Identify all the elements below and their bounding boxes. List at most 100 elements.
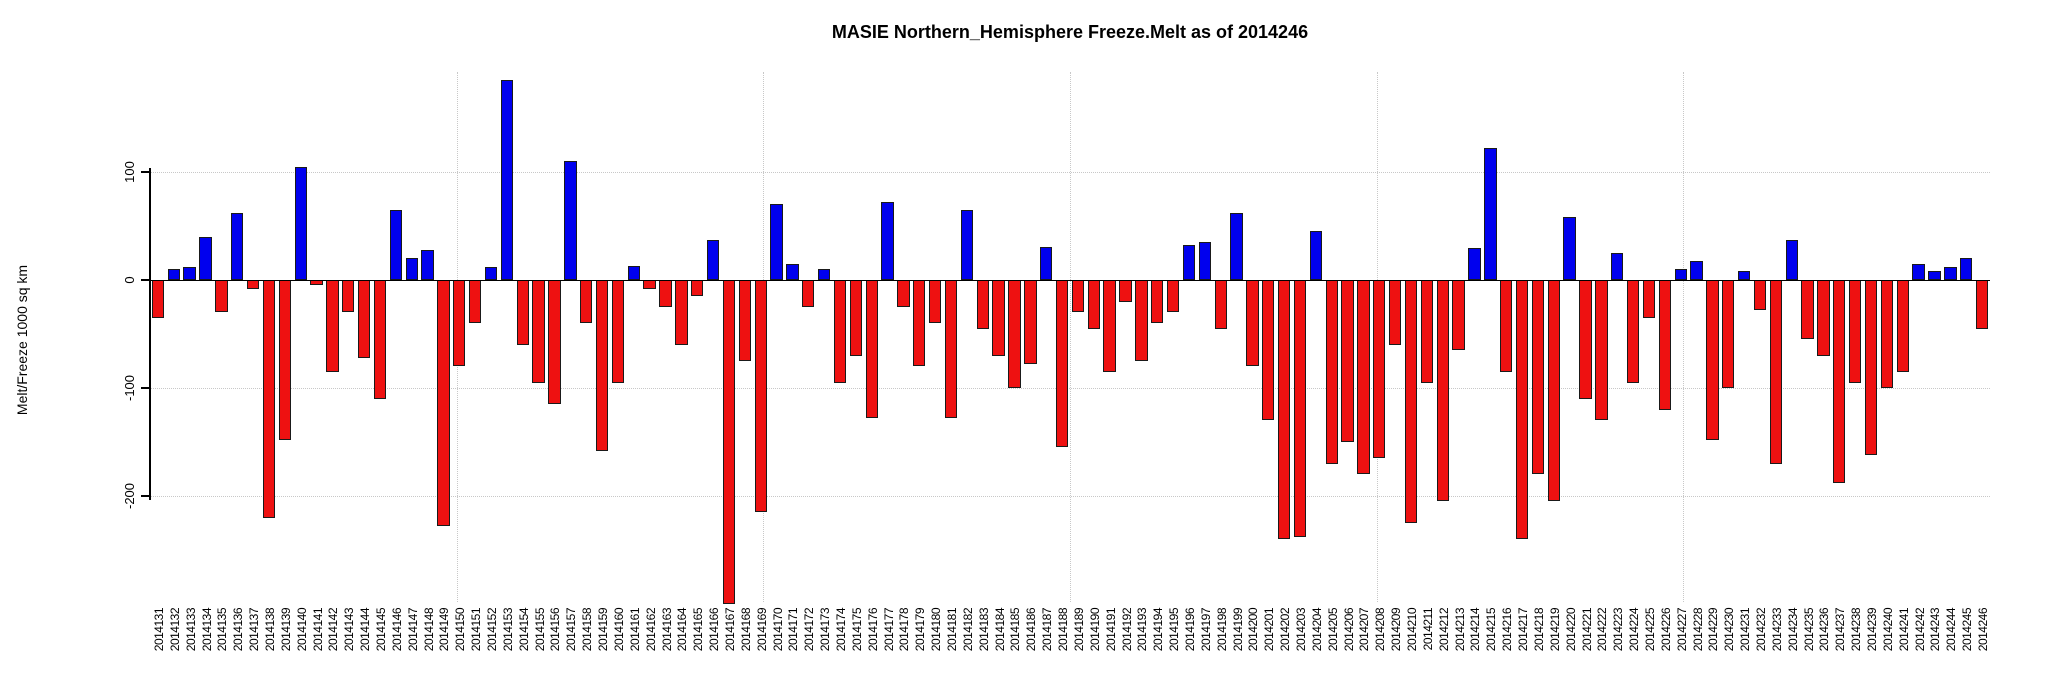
- x-tick-label: 2014233: [1769, 608, 1784, 652]
- x-tick-label: 2014134: [199, 608, 214, 652]
- x-tick-label: 2014240: [1880, 608, 1895, 652]
- bar: [389, 209, 403, 280]
- bar: [1262, 280, 1275, 421]
- x-tick-label: 2014182: [960, 608, 975, 652]
- bar: [1642, 280, 1656, 318]
- x-tick-label: 2014187: [1040, 608, 1055, 652]
- x-tick-label: 2014148: [421, 608, 436, 652]
- bar: [1119, 280, 1132, 302]
- x-tick-label: 2014196: [1182, 608, 1197, 652]
- bar: [1309, 231, 1323, 280]
- x-tick-label: 2014153: [500, 608, 515, 652]
- x-tick-label: 2014145: [374, 608, 388, 652]
- x-tick-label: 2014135: [215, 608, 230, 652]
- bar: [913, 280, 926, 367]
- bar: [1833, 280, 1846, 484]
- x-tick-label: 2014163: [659, 608, 674, 652]
- x-tick-label: 2014238: [1849, 608, 1864, 652]
- x-tick-label: 2014151: [469, 608, 484, 652]
- x-tick-label: 2014193: [1135, 608, 1150, 652]
- bar: [1706, 280, 1719, 440]
- x-tick-label: 2014239: [1865, 608, 1880, 652]
- bar: [1071, 280, 1085, 313]
- bar: [548, 280, 561, 405]
- bar: [976, 280, 989, 329]
- x-tick-label: 2014209: [1389, 608, 1404, 652]
- bar: [1388, 280, 1402, 345]
- bar: [722, 280, 736, 604]
- x-tick-label: 2014198: [1214, 608, 1229, 652]
- bar: [1214, 280, 1227, 329]
- x-tick-label: 2014139: [278, 608, 293, 652]
- x-tick-label: 2014168: [738, 608, 753, 652]
- x-tick-label: 2014164: [675, 608, 690, 652]
- x-tick-label: 2014152: [485, 608, 500, 652]
- bar: [1848, 280, 1862, 383]
- x-tick-label: 2014156: [548, 608, 563, 652]
- bar: [691, 280, 704, 297]
- bar: [405, 258, 418, 280]
- x-tick-label: 2014161: [627, 608, 642, 652]
- x-tick-label: 2014235: [1801, 608, 1816, 652]
- bar: [1452, 280, 1465, 351]
- x-tick-label: 2014234: [1785, 608, 1800, 652]
- bar: [1944, 267, 1957, 280]
- x-tick-label: 2014226: [1658, 608, 1673, 652]
- x-tick-label: 2014185: [1008, 608, 1023, 652]
- x-tick-label: 2014184: [992, 608, 1007, 652]
- bar: [1404, 280, 1418, 523]
- bar: [1040, 246, 1053, 280]
- x-tick-label: 2014150: [453, 608, 468, 652]
- x-tick-label: 2014174: [834, 608, 848, 652]
- x-tick-label: 2014162: [643, 608, 658, 652]
- bar: [199, 236, 212, 280]
- bar: [1896, 280, 1909, 372]
- x-tick-label: 2014219: [1547, 608, 1562, 652]
- x-tick-label: 2014223: [1611, 608, 1626, 652]
- x-tick-label: 2014195: [1167, 608, 1182, 652]
- x-tick-label: 2014221: [1579, 608, 1594, 652]
- x-tick-label: 2014186: [1024, 608, 1039, 652]
- x-tick-label: 2014154: [516, 608, 531, 652]
- x-tick-label: 2014140: [294, 608, 309, 652]
- bar: [1055, 280, 1069, 448]
- bar: [1547, 280, 1560, 502]
- y-axis-line: [149, 168, 151, 500]
- bar: [1182, 245, 1196, 280]
- x-tick-label: 2014146: [389, 608, 404, 652]
- x-tick-label: 2014222: [1595, 608, 1610, 652]
- bar: [262, 280, 276, 518]
- x-tick-label: 2014208: [1373, 608, 1388, 652]
- bar: [453, 280, 466, 367]
- bar: [1420, 280, 1434, 383]
- bar: [659, 280, 672, 307]
- bar: [294, 166, 307, 280]
- x-tick-label: 2014203: [1294, 608, 1308, 652]
- bar: [1357, 280, 1370, 475]
- bar: [1373, 280, 1386, 459]
- bar: [1912, 263, 1925, 280]
- bar: [1341, 280, 1354, 442]
- bar: [437, 280, 450, 527]
- x-tick-label: 2014158: [580, 608, 595, 652]
- bar: [1230, 213, 1243, 280]
- x-tick-label: 2014132: [167, 608, 182, 652]
- bar: [484, 267, 498, 280]
- bar: [706, 240, 720, 280]
- x-tick-label: 2014141: [310, 608, 325, 652]
- bar: [1769, 280, 1783, 464]
- bar: [373, 280, 387, 399]
- x-tick-label: 2014213: [1452, 608, 1467, 652]
- bar: [1468, 247, 1481, 280]
- bar: [215, 280, 228, 313]
- x-tick-label: 2014207: [1357, 608, 1372, 652]
- x-tick-label: 2014177: [881, 608, 896, 652]
- bar: [1198, 242, 1211, 280]
- bar: [1531, 280, 1545, 475]
- x-tick-label: 2014165: [691, 608, 706, 652]
- vertical-gridline: [1070, 72, 1071, 602]
- y-tick-mark: [141, 495, 149, 497]
- x-tick-label: 2014199: [1230, 608, 1245, 652]
- bar: [1103, 280, 1116, 372]
- bar: [881, 202, 894, 280]
